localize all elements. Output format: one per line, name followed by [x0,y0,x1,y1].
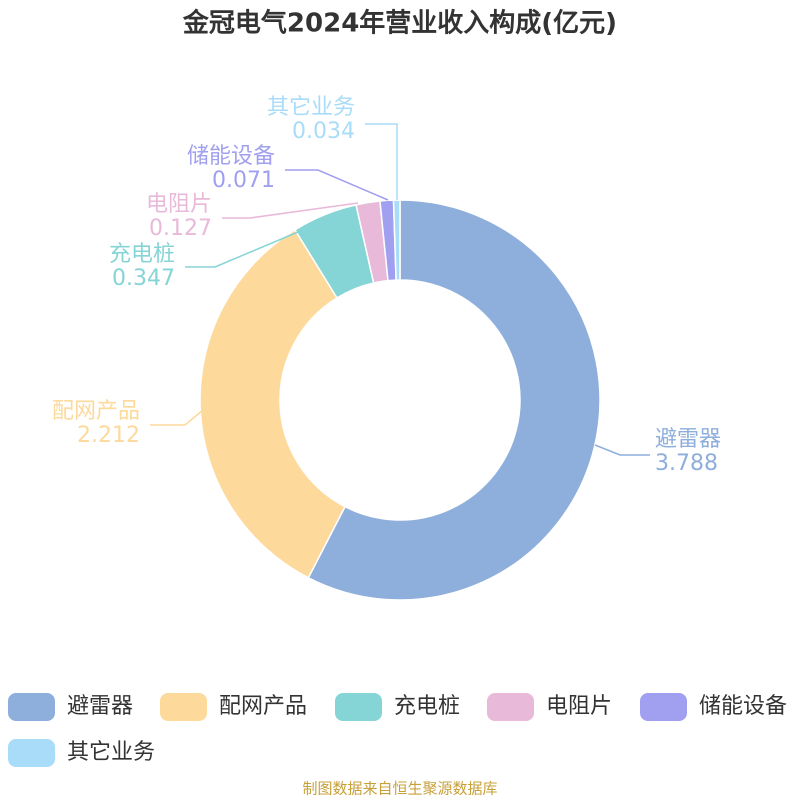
legend-label: 储能设备 [699,694,787,719]
donut-slice [199,228,347,579]
legend-label: 避雷器 [67,694,133,719]
legend-label: 充电桩 [394,694,460,719]
legend-label: 电阻片 [546,694,612,719]
chart-title: 金冠电气2024年营业收入构成(亿元) [182,8,617,39]
legend-swatch [160,693,207,721]
slice-label: 充电桩 [109,242,175,267]
leader-line [222,202,359,219]
donut-slice [392,199,401,281]
legend-swatch [8,739,55,767]
leader-line [185,231,299,268]
slice-label: 避雷器 [655,427,721,452]
source-note: 制图数据来自恒生聚源数据库 [302,780,497,798]
value-label: 0.071 [212,168,275,193]
legend-label: 其它业务 [67,740,155,765]
value-label: 0.347 [112,266,175,291]
slice-label: 储能设备 [187,144,275,169]
legend-swatch [487,693,534,721]
slice-label: 其它业务 [267,95,355,120]
leader-line [285,169,389,201]
leader-line [150,409,204,426]
value-label: 3.788 [655,451,718,476]
leader-line [365,123,398,200]
donut-slice [307,199,601,601]
value-label: 0.127 [149,216,212,241]
legend-swatch [640,693,687,721]
legend-label: 配网产品 [219,694,307,719]
legend-swatch [335,693,382,721]
slice-label: 电阻片 [146,192,212,217]
legend-swatch [8,693,55,721]
leader-line [594,444,650,456]
value-label: 0.034 [292,119,355,144]
value-label: 2.212 [77,423,140,448]
slice-label: 配网产品 [52,399,140,424]
